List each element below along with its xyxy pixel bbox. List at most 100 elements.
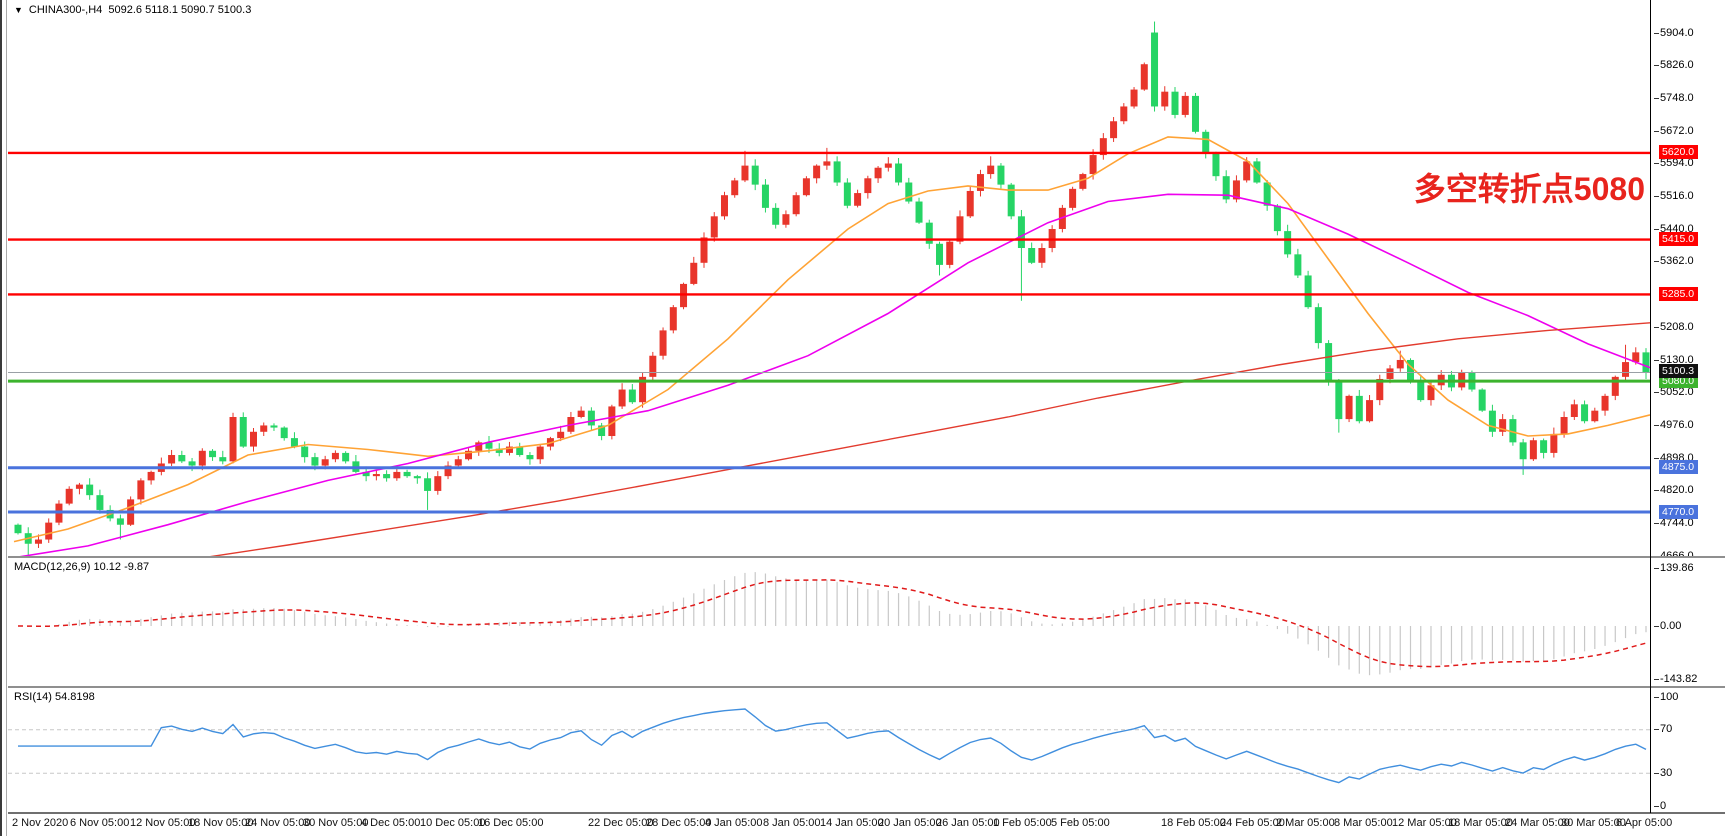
price-level-badge[interactable]: 5620.0 [1659,145,1699,160]
price-tick-mark [1654,261,1659,263]
panel-separator-macd[interactable] [8,556,1725,558]
candle-body [1335,381,1343,420]
price-tick-mark [1654,228,1659,230]
rsi-tick-label: 30 [1660,766,1673,779]
price-tick-label: 5672.0 [1660,124,1694,137]
time-axis-label: 2 Mar 05:00 [1276,817,1335,829]
candle-body [434,476,442,491]
candle-body [1560,417,1568,434]
candle-body [1079,174,1087,189]
price-level-badge[interactable]: 4770.0 [1659,504,1699,519]
macd-canvas[interactable] [8,558,1650,684]
candle-body [710,216,718,238]
candle-body [1222,176,1230,200]
price-level-badge[interactable]: 5415.0 [1659,232,1699,247]
candle-body [45,522,53,540]
time-axis-label: 28 Dec 05:00 [646,817,712,829]
candle-body [895,163,903,183]
candle-body [331,452,339,460]
price-tick-mark [1654,163,1659,165]
candle-body [505,446,513,453]
time-axis-label: 5 Feb 05:00 [1051,817,1110,829]
candle-body [915,201,923,223]
candle-body [761,184,769,208]
candle-body [229,417,237,462]
price-chart-canvas[interactable] [8,0,1650,556]
price-tick-mark [1654,196,1659,198]
candle-body [1017,216,1025,249]
rsi-tick-mark [1654,729,1659,731]
time-axis-label: 24 Feb 05:00 [1220,817,1285,829]
candle-body [424,478,432,491]
candle-body [495,448,503,453]
price-tick-label: 5748.0 [1660,92,1694,105]
price-tick-mark [1654,522,1659,524]
macd-tick-mark [1654,567,1659,569]
candle-body [843,182,851,206]
candle-body [249,431,257,447]
time-axis-label: 1 Feb 05:00 [993,817,1052,829]
candle-body [116,518,124,525]
candle-body [1038,248,1046,263]
candle-body [1488,410,1496,432]
rsi-tick-label: 100 [1660,690,1679,703]
candle-body [1099,138,1107,156]
candle-body [86,484,94,496]
candle-body [1232,180,1240,200]
candle-body [1151,32,1159,107]
candle-body [342,452,350,462]
candle-body [1314,307,1322,344]
macd-label: MACD(12,26,9) 10.12 -9.87 [14,561,150,573]
candle-body [997,165,1005,185]
time-axis-label: 30 Nov 05:00 [303,817,369,829]
candle-body [690,262,698,284]
candle-body [1130,89,1138,107]
candle-body [1161,91,1169,107]
collapse-icon[interactable]: ▼ [14,5,23,15]
time-axis[interactable]: 2 Nov 2020 6 Nov 05:00 12 Nov 05:00 18 Nov … [8,814,1725,834]
time-axis-label: 14 Jan 05:00 [820,817,884,829]
macd-tick-label: -143.82 [1660,672,1698,685]
price-tick-mark [1654,326,1659,328]
candle-body [1642,352,1650,373]
price-level-badge[interactable]: 4875.0 [1659,460,1699,475]
price-tick-mark [1654,457,1659,459]
candle-body [813,165,821,179]
candle-body [731,180,739,196]
candle-body [454,459,462,466]
candle-body [639,376,647,403]
candle-body [720,195,728,217]
panel-separator-rsi[interactable] [8,686,1725,688]
price-tick-mark [1654,130,1659,132]
candle-body [1417,381,1425,401]
candle-body [1202,131,1210,153]
candle-body [1355,395,1363,422]
candle-body [936,243,944,265]
candle-body [1581,404,1589,422]
candle-body [649,355,657,377]
candle-body [137,480,145,500]
time-axis-label: 2 Nov 2020 [12,817,69,829]
time-axis-label: 4 Jan 05:00 [705,817,763,829]
candle-body [413,476,421,479]
candle-body [1089,155,1097,175]
ma-mid [19,193,1650,556]
price-level-badge[interactable]: 5285.0 [1659,287,1699,301]
candle-body [1632,352,1640,363]
price-chart-panel: 5904.0 5826.0 5748.0 5672.0 5594.0 5516.0 5440… [8,0,1725,562]
time-axis-label: 8 Mar 05:00 [1334,817,1393,829]
candle-body [659,330,667,356]
time-axis-label: 18 Mar 05:00 [1448,817,1513,829]
candle-body [239,417,247,447]
price-tick-label: 5516.0 [1660,190,1694,203]
rsi-tick-label: 0 [1660,799,1667,812]
rsi-canvas[interactable] [8,688,1650,812]
candle-body [1284,231,1292,255]
candle-body [577,410,585,417]
candle-body [905,182,913,202]
candle-body [618,389,626,407]
candle-body [34,539,42,544]
ma-fast [13,136,1650,543]
candle-body [1273,205,1281,232]
candle-body [669,307,677,331]
